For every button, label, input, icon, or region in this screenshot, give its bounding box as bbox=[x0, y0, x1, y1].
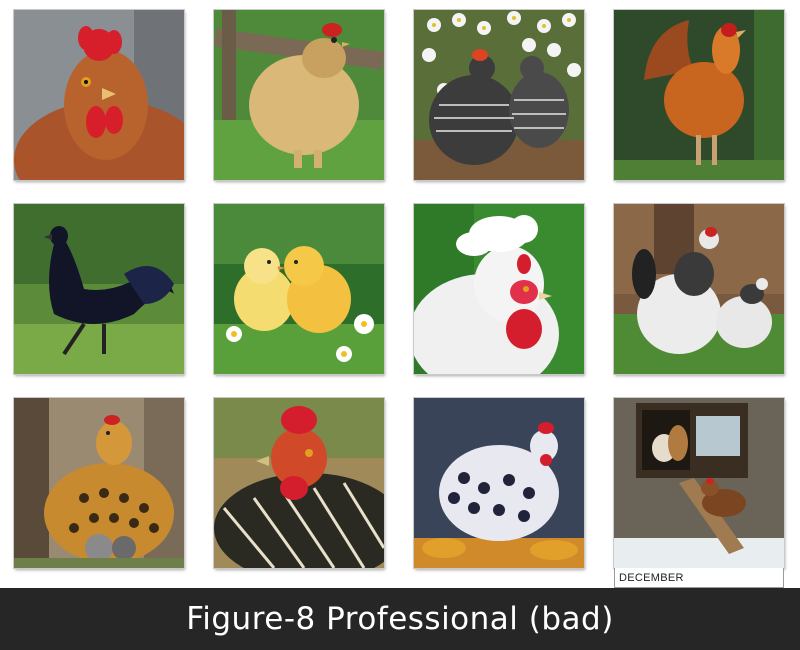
photo-white-crested-rooster bbox=[414, 204, 584, 374]
photo-black-rooster-grass bbox=[14, 204, 184, 374]
photo-speckled-hen-leaves bbox=[414, 398, 584, 568]
photo-grid: DECEMBER bbox=[14, 10, 784, 588]
photo-orange-rooster-crowing bbox=[614, 10, 784, 180]
caption-text: Figure-8 Professional (bad) bbox=[186, 601, 614, 637]
photo-silver-laced-hen-closeup bbox=[214, 398, 384, 568]
photo-hens-coop-winter bbox=[614, 398, 784, 568]
photo-barred-hens-daisies bbox=[414, 10, 584, 180]
photo-red-hen-portrait bbox=[14, 10, 184, 180]
photo-laced-hen-chicks bbox=[14, 398, 184, 568]
photo-buff-hen-fence bbox=[214, 10, 384, 180]
calendar-month-label: DECEMBER bbox=[614, 568, 784, 588]
photo-yellow-chicks-daisies bbox=[214, 204, 384, 374]
photo-white-hens-barn bbox=[614, 204, 784, 374]
caption-bar: Figure-8 Professional (bad) bbox=[0, 588, 800, 650]
